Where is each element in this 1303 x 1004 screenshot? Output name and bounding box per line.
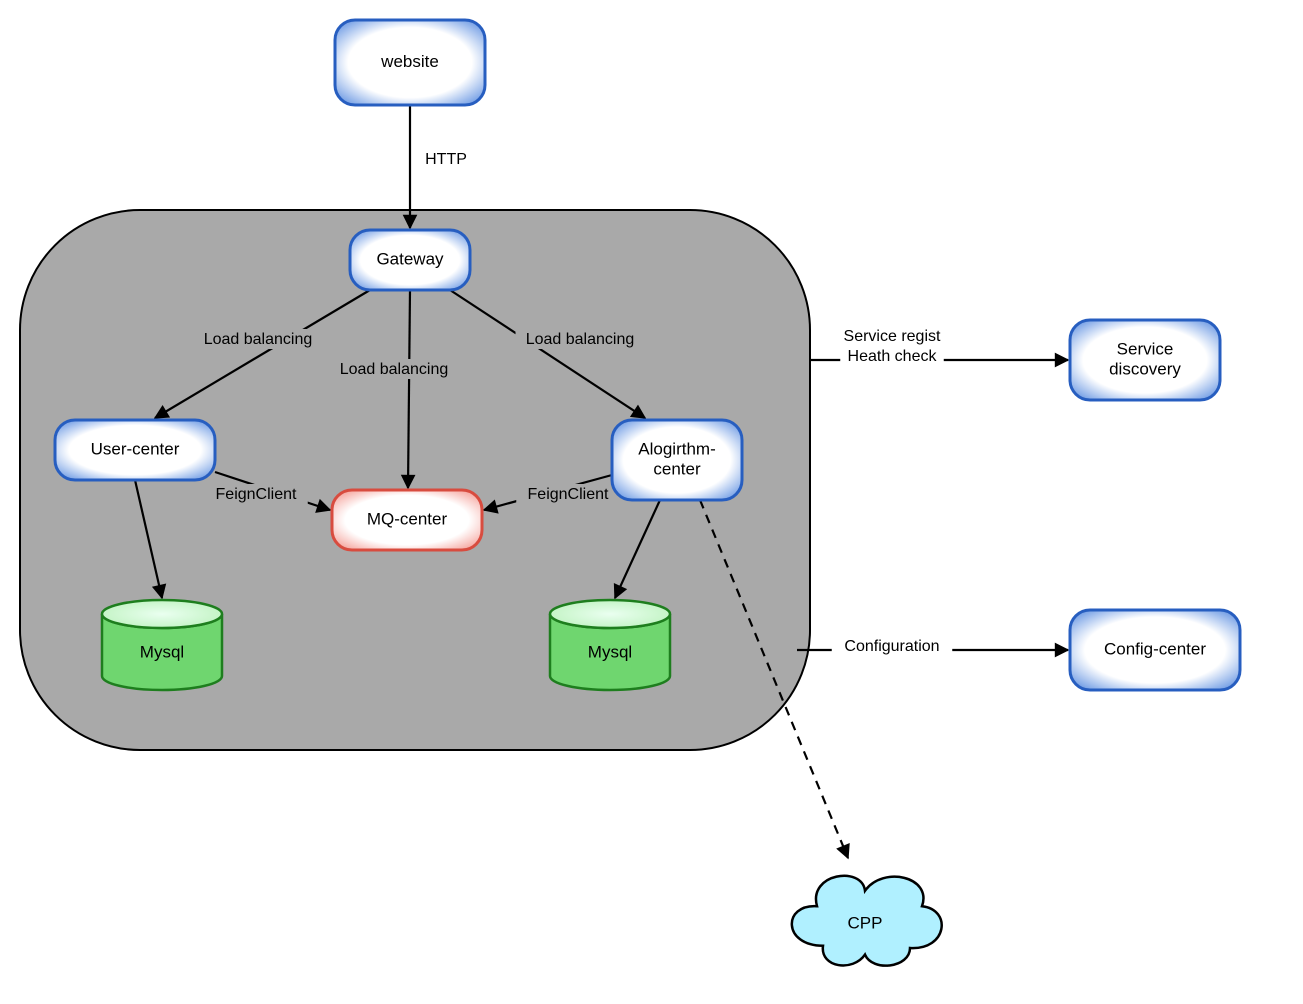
edge-label-website-gateway: HTTP xyxy=(425,151,467,168)
db-label-mysql2: Mysql xyxy=(588,642,632,661)
edge-label-container-config: Configuration xyxy=(844,638,939,655)
node-label-mqcenter: MQ-center xyxy=(367,509,448,528)
edge-label-gateway-mqcenter: Load balancing xyxy=(340,361,449,378)
edge-label-gateway-algocenter: Load balancing xyxy=(526,331,635,348)
edge-label-algocenter-mqcenter: FeignClient xyxy=(528,486,609,503)
node-label2-algocenter: center xyxy=(653,459,701,478)
edge-label-container-svcdisc: Service regist xyxy=(844,328,941,345)
node-label1-algocenter: Alogirthm- xyxy=(638,439,715,458)
node-label-gateway: Gateway xyxy=(376,249,444,268)
node-label-website: website xyxy=(380,52,439,71)
node-label-usercenter: User-center xyxy=(91,439,180,458)
db-top-mysql1 xyxy=(102,600,222,628)
node-label1-svcdisc: Service xyxy=(1117,339,1174,358)
db-label-mysql1: Mysql xyxy=(140,642,184,661)
db-top-mysql2 xyxy=(550,600,670,628)
edge-label-gateway-usercenter: Load balancing xyxy=(204,331,313,348)
edge-label-usercenter-mqcenter: FeignClient xyxy=(216,486,297,503)
node-label2-svcdisc: discovery xyxy=(1109,359,1181,378)
node-label-config: Config-center xyxy=(1104,639,1206,658)
edge-label2-container-svcdisc: Heath check xyxy=(848,348,938,365)
cloud-label-cpp: CPP xyxy=(848,913,883,932)
